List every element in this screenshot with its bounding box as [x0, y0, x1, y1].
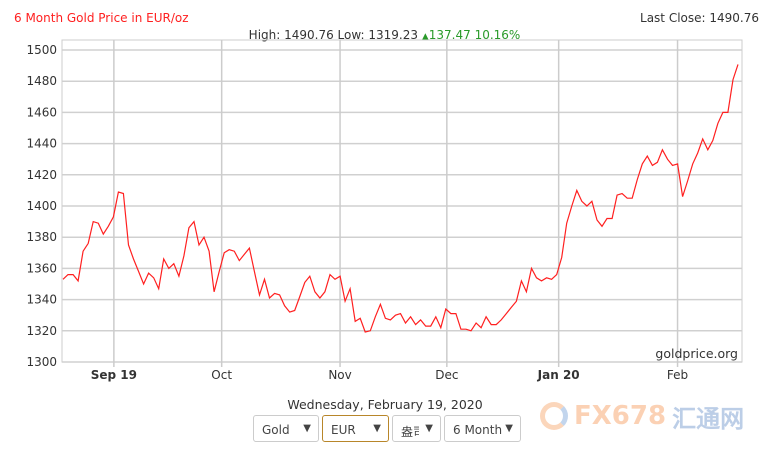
x-tick-label: Dec: [435, 368, 458, 382]
current-date: Wednesday, February 19, 2020: [287, 397, 483, 412]
high-low: High: 1490.76 Low: 1319.23: [248, 28, 419, 42]
period-value: 6 Month: [453, 423, 503, 437]
currency-select[interactable]: EUR ▼: [322, 415, 389, 442]
up-arrow-icon: ▲: [421, 32, 429, 42]
period-select[interactable]: 6 Month ▼: [444, 415, 521, 442]
price-line: [62, 64, 739, 333]
fx678-logo: FX678 汇通网: [540, 398, 744, 434]
x-tick-label: Oct: [211, 368, 232, 382]
currency-value: EUR: [331, 423, 356, 437]
logo-text-fx678: FX678: [574, 401, 667, 431]
chart-title: 6 Month Gold Price in EUR/oz: [14, 11, 189, 25]
y-tick-label: 1480: [26, 74, 57, 88]
y-tick-label: 1360: [26, 261, 57, 275]
chevron-down-icon: ▼: [303, 423, 311, 434]
y-tick-label: 1300: [26, 355, 57, 369]
last-close: Last Close: 1490.76: [640, 11, 759, 25]
chevron-down-icon: ▼: [505, 423, 513, 434]
y-tick-label: 1320: [26, 324, 57, 338]
y-tick-label: 1460: [26, 105, 57, 119]
watermark-goldprice: goldprice.org: [655, 346, 738, 361]
logo-text-cn: 汇通网: [672, 404, 745, 433]
plot-border: [61, 39, 743, 363]
x-tick-label: Nov: [328, 368, 351, 382]
unit-select[interactable]: 盎司 ▼: [392, 415, 441, 442]
x-tick-label: Sep 19: [91, 368, 137, 382]
logo-ring-icon: [540, 402, 568, 430]
metal-value: Gold: [262, 423, 290, 437]
y-tick-label: 1500: [26, 43, 57, 57]
y-tick-label: 1400: [26, 199, 57, 213]
y-tick-label: 1340: [26, 293, 57, 307]
y-tick-label: 1420: [26, 168, 57, 182]
chevron-down-icon: ▼: [425, 423, 433, 434]
y-tick-label: 1380: [26, 230, 57, 244]
change-value: 137.47 10.16%: [428, 28, 521, 42]
chevron-down-icon: ▼: [373, 423, 381, 434]
x-tick-label: Jan 20: [537, 368, 580, 382]
metal-select[interactable]: Gold ▼: [253, 415, 319, 442]
x-tick-label: Feb: [667, 368, 688, 382]
unit-value: 盎司: [401, 425, 419, 439]
y-tick-label: 1440: [26, 137, 57, 151]
price-stats: High: 1490.76 Low: 1319.23 ▲137.47 10.16…: [0, 28, 769, 42]
